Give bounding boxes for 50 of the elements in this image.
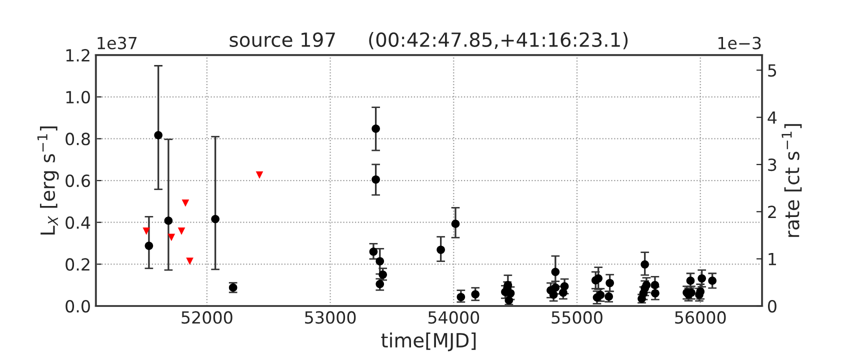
point bbox=[372, 124, 380, 133]
point bbox=[642, 280, 651, 290]
y2-tick-label: 5 bbox=[768, 64, 776, 77]
x-tick-label: 52000 bbox=[182, 311, 232, 324]
point bbox=[144, 242, 154, 250]
point bbox=[456, 292, 466, 302]
y2-tick-label: 3 bbox=[768, 158, 776, 172]
y-tick-label: 0.2 bbox=[66, 258, 90, 271]
y-tick-label: 1.2 bbox=[66, 49, 90, 62]
text: 1e−3 bbox=[718, 36, 761, 50]
point bbox=[168, 234, 176, 242]
point bbox=[594, 274, 603, 283]
point bbox=[178, 227, 186, 235]
point bbox=[211, 214, 220, 224]
y2-tick-label: 2 bbox=[768, 206, 776, 218]
point bbox=[708, 276, 716, 285]
point bbox=[182, 199, 190, 207]
point bbox=[256, 171, 264, 179]
y2-tick-label: 1 bbox=[768, 253, 776, 266]
y2-tick-label: 4 bbox=[768, 112, 777, 124]
point bbox=[154, 131, 162, 140]
text: 1e37 bbox=[98, 36, 137, 50]
point bbox=[686, 276, 695, 285]
point bbox=[506, 289, 515, 298]
y2-tick-label: 0 bbox=[768, 300, 776, 313]
point bbox=[471, 290, 480, 298]
y2-axis-title: rate [ct s$^{−1}$] bbox=[782, 124, 802, 237]
point bbox=[186, 258, 194, 265]
point bbox=[372, 175, 380, 184]
point bbox=[451, 220, 460, 228]
point bbox=[164, 216, 173, 225]
x-tick-label: 53000 bbox=[305, 311, 356, 324]
point bbox=[551, 268, 560, 276]
point bbox=[640, 260, 650, 269]
x-tick-label: 56000 bbox=[675, 311, 726, 324]
x-tick-label: 54000 bbox=[428, 311, 480, 324]
point bbox=[369, 247, 378, 256]
y-tick-label: 1.0 bbox=[66, 90, 90, 104]
y-tick-label: 0.0 bbox=[66, 300, 90, 313]
y-axis-title: L$_{X}$ [erg s$^{−1}$] bbox=[37, 126, 59, 235]
point bbox=[376, 257, 384, 266]
x-axis-title: time[MJD] bbox=[381, 332, 476, 352]
x-tick-label: 55000 bbox=[552, 311, 602, 324]
point bbox=[436, 246, 445, 254]
y-tick-label: 0.8 bbox=[66, 132, 90, 146]
point bbox=[142, 227, 150, 235]
y-tick-label: 0.4 bbox=[66, 216, 90, 229]
chart-title: source 197 (00:42:47.85,+41:16:23.1) bbox=[230, 32, 628, 50]
point bbox=[606, 278, 614, 288]
y-tick-label: 0.6 bbox=[66, 174, 90, 188]
